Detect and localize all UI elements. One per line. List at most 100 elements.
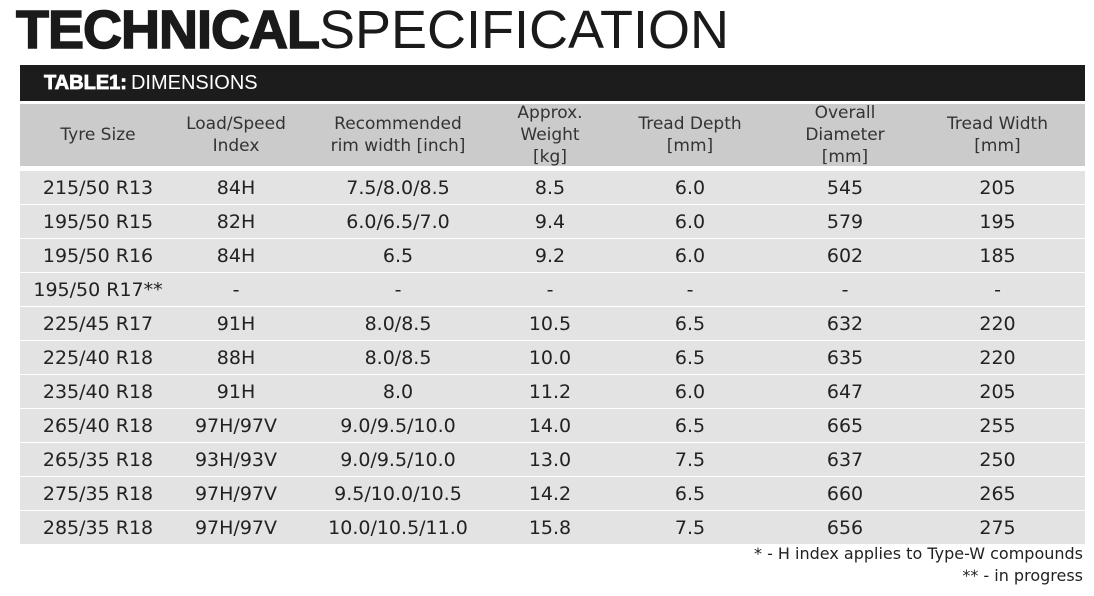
table-row: 195/50 R17** - - - - - - [20, 272, 1085, 306]
table-cell: 15.8 [528, 516, 572, 539]
table-cell: 225/40 R18 [42, 346, 154, 369]
table-cell: 545 [826, 176, 864, 199]
table-cell: 205 [979, 380, 1016, 403]
table-cell: 250 [979, 448, 1016, 471]
table-cell: 255 [979, 414, 1016, 437]
table-cell: 6.5 [674, 414, 706, 437]
table-cell: 8.5 [534, 176, 566, 199]
table-cell: 195/50 R17** [33, 278, 163, 301]
table-cell: 9.5/10.0/10.5 [334, 482, 462, 505]
table-cell: 195 [979, 210, 1016, 233]
table-cell: 265/35 R18 [42, 448, 154, 471]
table-cell: 91H [216, 380, 256, 403]
table-cell: 185 [979, 244, 1016, 267]
table-cell: 220 [979, 346, 1016, 369]
table-cell: - [232, 278, 240, 301]
table-cell: 195/50 R16 [42, 244, 154, 267]
table-cell: 93H/93V [194, 448, 278, 471]
table-cell: 7.5 [674, 448, 706, 471]
table-cell: 10.5 [528, 312, 572, 335]
table-name: DIMENSIONS [130, 71, 258, 94]
table-cell: 84H [216, 176, 256, 199]
table-cell: 235/40 R18 [42, 380, 154, 403]
table-cell: 8.0/8.5 [364, 312, 432, 335]
table-cell: 6.5 [674, 482, 706, 505]
table-cell: 9.4 [534, 210, 566, 233]
table-cell: 225/45 R17 [42, 312, 154, 335]
column-header: Tread Depth [mm] [638, 114, 742, 156]
title-light: SPECIFICATION [318, 0, 730, 60]
page-title: TECHNICALSPECIFICATION [15, 2, 729, 58]
table-row: 235/40 R18 91H 8.0 11.2 6.0 647 205 [20, 374, 1085, 408]
table-row: 225/40 R18 88H 8.0/8.5 10.0 6.5 635 220 [20, 340, 1085, 374]
table-cell: 97H/97V [194, 516, 278, 539]
table-row: 265/40 R18 97H/97V 9.0/9.5/10.0 14.0 6.5 665 2… [20, 408, 1085, 442]
table-cell: 220 [979, 312, 1016, 335]
table-cell: 6.5 [674, 312, 706, 335]
table-cell: 660 [826, 482, 864, 505]
column-header: Tyre Size [60, 125, 136, 145]
table-cell: 9.0/9.5/10.0 [340, 448, 456, 471]
table-cell: 275/35 R18 [42, 482, 154, 505]
table-cell: - [841, 278, 849, 301]
table-cell: 579 [826, 210, 864, 233]
table-cell: 8.0 [382, 380, 414, 403]
table-row: 225/45 R17 91H 8.0/8.5 10.5 6.5 632 220 [20, 306, 1085, 340]
table-row: 275/35 R18 97H/97V 9.5/10.0/10.5 14.2 6.5 660… [20, 476, 1085, 510]
dimensions-table: Tyre Size Load/Speed Index Recommended rim… [20, 103, 1085, 544]
table-row: 195/50 R16 84H 6.5 9.2 6.0 602 185 [20, 238, 1085, 272]
table-cell: - [394, 278, 402, 301]
table-cell: 647 [826, 380, 864, 403]
table-cell: 6.5 [382, 244, 414, 267]
table-cell: 91H [216, 312, 256, 335]
table-cell: 6.5 [674, 346, 706, 369]
table-header-row: Tyre Size Load/Speed Index Recommended rim… [20, 103, 1085, 167]
table-cell: 285/35 R18 [42, 516, 154, 539]
table-cell: 7.5 [674, 516, 706, 539]
table-cell: 656 [826, 516, 864, 539]
table-cell: 97H/97V [194, 414, 278, 437]
table-cell: - [994, 278, 1001, 301]
table-cell: 10.0/10.5/11.0 [328, 516, 468, 539]
table-cell: 6.0 [674, 176, 706, 199]
table-cell: 635 [826, 346, 864, 369]
table-cell: 9.2 [534, 244, 566, 267]
table-cell: 97H/97V [194, 482, 278, 505]
table-row: 195/50 R15 82H 6.0/6.5/7.0 9.4 6.0 579 195 [20, 204, 1085, 238]
table-cell: 265/40 R18 [42, 414, 154, 437]
table-cell: 632 [826, 312, 864, 335]
table-cell: 205 [979, 176, 1016, 199]
table-cell: 637 [826, 448, 864, 471]
table-cell: 10.0 [528, 346, 572, 369]
table-cell: 6.0 [674, 244, 706, 267]
footnotes: * - H index applies to Type-W compounds … [754, 543, 1083, 587]
title-bold: TECHNICAL [15, 0, 320, 60]
table-cell: 9.0/9.5/10.0 [340, 414, 456, 437]
table-cell: 265 [979, 482, 1016, 505]
table-cell: 6.0/6.5/7.0 [346, 210, 450, 233]
table-row: 265/35 R18 93H/93V 9.0/9.5/10.0 13.0 7.5 637 2… [20, 442, 1085, 476]
table-row: 215/50 R13 84H 7.5/8.0/8.5 8.5 6.0 545 205 [20, 170, 1085, 204]
table-cell: 6.0 [674, 210, 706, 233]
column-header: Overall Diameter [mm] [805, 103, 885, 167]
table-label-bar: TABLE1: DIMENSIONS [20, 65, 1085, 101]
column-header: Tread Width [mm] [947, 114, 1048, 156]
table-cell: - [546, 278, 554, 301]
column-header: Load/Speed Index [186, 114, 286, 156]
table-cell: 6.0 [674, 380, 706, 403]
table-cell: 195/50 R15 [42, 210, 154, 233]
footnote-in-progress: ** - in progress [962, 566, 1083, 585]
table-cell: - [686, 278, 694, 301]
table-row: 285/35 R18 97H/97V 10.0/10.5/11.0 15.8 7.5 65… [20, 510, 1085, 544]
table-cell: 84H [216, 244, 256, 267]
table-cell: 665 [826, 414, 864, 437]
table-cell: 8.0/8.5 [364, 346, 432, 369]
column-header: Approx. Weight [kg] [517, 103, 583, 167]
table-cell: 13.0 [528, 448, 572, 471]
table-cell: 11.2 [528, 380, 572, 403]
table-cell: 275 [979, 516, 1016, 539]
table-cell: 88H [216, 346, 256, 369]
table-cell: 14.0 [528, 414, 572, 437]
table-number: TABLE1: [44, 71, 128, 94]
column-header: Recommended rim width [inch] [330, 114, 466, 156]
